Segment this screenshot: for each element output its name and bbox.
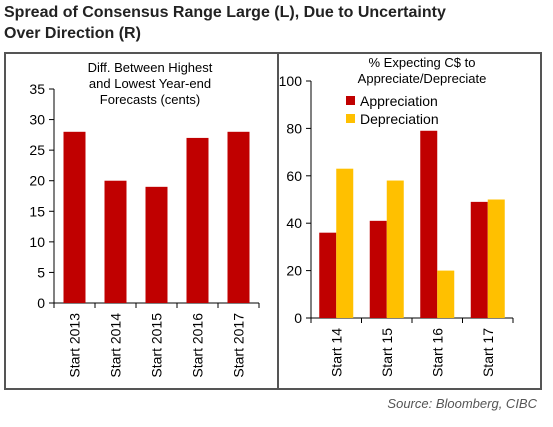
left-x-tick-label: Start 2017	[231, 313, 247, 378]
chart-title-line1: Spread of Consensus Range Large (L), Due…	[4, 4, 446, 21]
appreciation-bar	[420, 130, 438, 318]
right-y-tick-label: 100	[279, 73, 303, 89]
left-chart-title-line: and Lowest Year-end	[89, 76, 211, 91]
left-x-tick-label: Start 2014	[108, 313, 124, 378]
left-bar	[63, 131, 86, 303]
chart-frame	[4, 52, 542, 390]
depreciation-bar	[386, 180, 404, 318]
right-x-tick-label: Start 14	[328, 328, 344, 377]
left-bar	[104, 180, 127, 303]
depreciation-bar	[487, 199, 505, 318]
left-y-tick-label: 0	[37, 295, 45, 311]
legend-label: Appreciation	[360, 93, 438, 109]
right-y-tick-label: 40	[286, 215, 302, 231]
source-note: Source: Bloomberg, CIBC	[387, 396, 537, 411]
chart-title-line2: Over Direction (R)	[4, 25, 141, 42]
chart-title: Spread of Consensus Range Large (L), Due…	[4, 2, 549, 44]
left-y-tick-label: 35	[29, 81, 45, 97]
right-y-tick-label: 0	[294, 310, 302, 326]
right-y-tick-label: 60	[286, 168, 302, 184]
left-x-tick-label: Start 2015	[149, 313, 165, 378]
depreciation-bar	[336, 168, 354, 318]
right-x-tick-label: Start 15	[379, 328, 395, 377]
left-y-tick-label: 15	[29, 203, 45, 219]
left-chart-title-line: Forecasts (cents)	[100, 92, 200, 107]
right-y-tick-label: 20	[286, 263, 302, 279]
left-x-tick-label: Start 2016	[190, 313, 206, 378]
right-y-tick-label: 80	[286, 120, 302, 136]
right-x-tick-label: Start 16	[429, 328, 445, 377]
left-y-tick-label: 25	[29, 142, 45, 158]
appreciation-bar	[470, 201, 488, 318]
panel-divider	[277, 52, 279, 390]
left-y-tick-label: 5	[37, 264, 45, 280]
legend-label: Depreciation	[360, 111, 439, 127]
left-y-tick-label: 20	[29, 173, 45, 189]
right-chart-title-line: % Expecting C$ to	[369, 55, 476, 70]
depreciation-bar	[437, 270, 455, 318]
left-bar	[145, 186, 168, 303]
legend-swatch	[346, 96, 355, 105]
left-chart-title-line: Diff. Between Highest	[88, 60, 213, 75]
appreciation-bar	[369, 220, 387, 318]
left-y-tick-label: 10	[29, 234, 45, 250]
left-x-tick-label: Start 2013	[67, 313, 83, 378]
right-chart-title-line: Appreciate/Depreciate	[358, 71, 487, 86]
left-y-tick-label: 30	[29, 112, 45, 128]
left-bar	[227, 131, 250, 303]
appreciation-bar	[319, 232, 337, 318]
legend-swatch	[346, 114, 355, 123]
right-x-tick-label: Start 17	[480, 328, 496, 377]
left-bar	[186, 137, 209, 303]
